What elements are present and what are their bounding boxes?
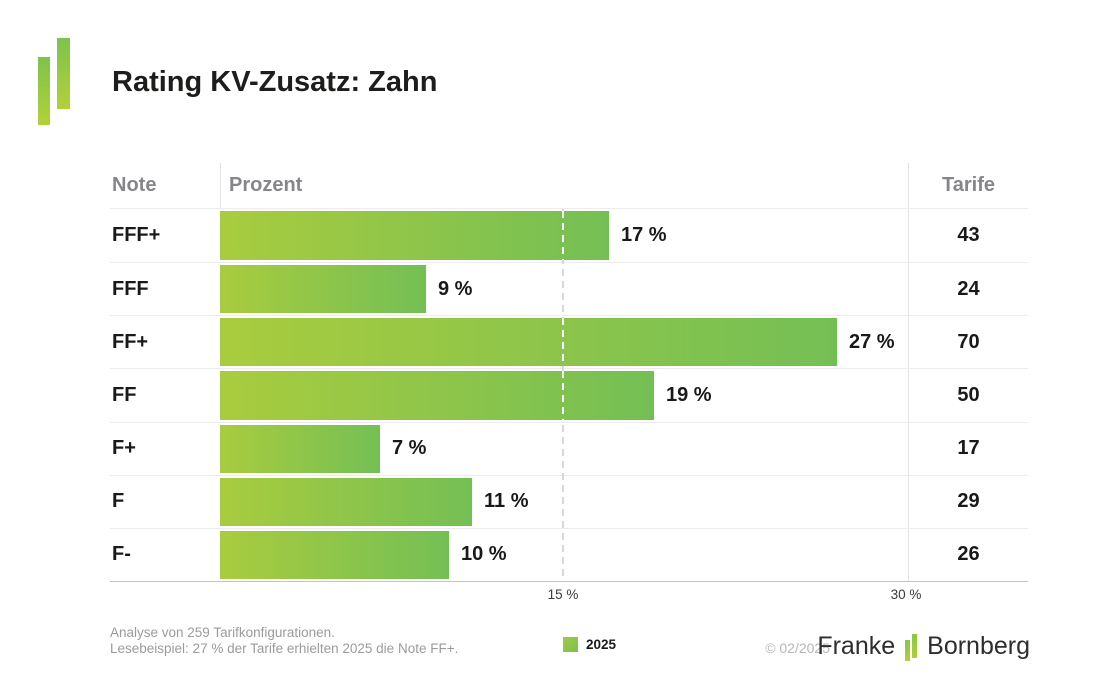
copyright-text: © 02/2025 <box>765 640 830 656</box>
x-axis: 15 % 30 % <box>110 582 1028 606</box>
brand-bar-right <box>912 634 918 658</box>
column-header-tarife: Tarife <box>908 163 1028 208</box>
gridline-white-overlay <box>562 371 564 420</box>
bar-cell: 7 % <box>220 423 908 475</box>
table-row: FFF 9 % 24 <box>110 262 1028 316</box>
tarife-count: 50 <box>908 369 1028 422</box>
table-row: F- 10 % 26 <box>110 527 1028 581</box>
percent-label: 9 % <box>438 277 473 300</box>
brand-logo-bars-icon <box>905 631 918 661</box>
column-header-prozent: Prozent <box>220 163 908 208</box>
chart-body: FFF+ 17 % 43 FFF 9 % 24 FF+ 27 % 70 FF <box>110 209 1028 582</box>
brand-bar-left <box>905 640 911 661</box>
note-label: FFF+ <box>112 224 161 247</box>
logo-bar-left <box>38 57 50 125</box>
percent-label: 27 % <box>849 330 895 353</box>
rating-bar <box>220 211 609 261</box>
bar-cell: 17 % <box>220 209 908 262</box>
tarife-count: 29 <box>908 475 1028 528</box>
page-title: Rating KV-Zusatz: Zahn <box>112 66 438 98</box>
tarife-count: 43 <box>908 209 1028 263</box>
brand-word-franke: Franke <box>817 632 896 660</box>
table-header-row: Note Prozent Tarife <box>110 163 1028 209</box>
franke-bornberg-logo-mark <box>38 38 72 128</box>
x-axis-tick-label: 15 % <box>547 586 579 602</box>
note-label: F+ <box>112 437 136 460</box>
logo-bar-right <box>57 38 70 109</box>
footnote-line-2: Lesebeispiel: 27 % der Tarife erhielten … <box>110 640 459 656</box>
legend: 2025 <box>563 637 616 652</box>
bar-cell: 27 % <box>220 316 908 368</box>
tarife-count: 70 <box>908 316 1028 369</box>
rating-table: Note Prozent Tarife FFF+ 17 % 43 FFF 9 %… <box>110 163 1028 606</box>
percent-label: 10 % <box>461 543 507 566</box>
percent-label: 19 % <box>666 383 712 406</box>
note-label: F- <box>112 543 131 566</box>
table-row: FF 19 % 50 <box>110 368 1028 422</box>
column-header-note: Note <box>112 174 157 196</box>
rating-bar <box>220 477 472 526</box>
table-row: F+ 7 % 17 <box>110 421 1028 475</box>
rating-bar <box>220 318 837 367</box>
legend-swatch-2025 <box>563 637 578 652</box>
percent-label: 7 % <box>392 437 427 460</box>
rating-bar <box>220 424 380 473</box>
rating-bar <box>220 530 449 579</box>
table-row: FFF+ 17 % 43 <box>110 209 1028 263</box>
percent-label: 11 % <box>484 490 529 513</box>
bar-cell: 11 % <box>220 476 908 528</box>
rating-bar <box>220 265 426 314</box>
rating-bar <box>220 371 654 420</box>
table-row: F 11 % 29 <box>110 474 1028 528</box>
gridline-white-overlay <box>562 318 564 367</box>
bar-cell: 10 % <box>220 529 908 581</box>
tarife-count: 26 <box>908 528 1028 581</box>
brand-word-bornberg: Bornberg <box>927 632 1030 660</box>
tarife-count: 17 <box>908 422 1028 475</box>
footnote-line-1: Analyse von 259 Tarifkonfigurationen. <box>110 625 335 640</box>
legend-label: 2025 <box>586 637 617 652</box>
tarife-count: 24 <box>908 263 1028 316</box>
x-axis-tick-label: 30 % <box>890 586 922 602</box>
note-label: FF+ <box>112 330 149 353</box>
franke-bornberg-wordmark: Franke Bornberg <box>817 631 1030 661</box>
table-row: FF+ 27 % 70 <box>110 315 1028 369</box>
footnote: Analyse von 259 Tarifkonfigurationen. Le… <box>110 625 458 656</box>
note-label: FFF <box>112 277 149 300</box>
note-label: F <box>112 490 125 513</box>
percent-label: 17 % <box>621 224 667 247</box>
bar-cell: 19 % <box>220 369 908 421</box>
bar-cell: 9 % <box>220 263 908 315</box>
gridline-white-overlay <box>562 211 564 261</box>
note-label: FF <box>112 383 137 406</box>
